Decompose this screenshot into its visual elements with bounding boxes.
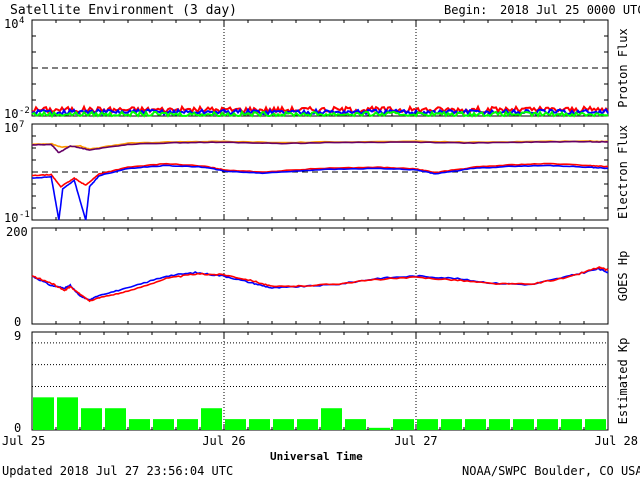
estimated_kp-bar xyxy=(369,427,390,430)
estimated_kp-bar xyxy=(465,419,486,430)
updated-text: Updated 2018 Jul 27 23:56:04 UTC xyxy=(2,464,233,478)
electron_flux-series-purple xyxy=(31,140,609,154)
begin-value: 2018 Jul 25 0000 UTC xyxy=(500,3,640,17)
electron_flux-series-red xyxy=(32,162,609,188)
estimated_kp-bar xyxy=(201,408,222,430)
estimated_kp-bar xyxy=(489,419,510,430)
proton_flux-series-red xyxy=(31,104,609,116)
goes_hp-y-tick-label: 200 xyxy=(6,225,28,239)
estimated_kp-bar xyxy=(225,419,246,430)
estimated_kp-bar xyxy=(321,408,342,430)
electron_flux-series-blue xyxy=(31,164,609,221)
estimated_kp-bar xyxy=(81,408,102,430)
estimated_kp-bar xyxy=(441,419,462,430)
chart-title: Satellite Environment (3 day) xyxy=(10,3,237,18)
estimated_kp-bar xyxy=(585,419,606,430)
goes_hp-series-red xyxy=(31,265,609,303)
proton_flux-y-tick-exp: -2 xyxy=(19,106,30,116)
x-axis-tick-label: Jul 25 xyxy=(2,434,45,448)
x-axis-tick-label: Jul 27 xyxy=(394,434,437,448)
estimated_kp-bar xyxy=(153,419,174,430)
proton_flux-frame xyxy=(31,19,609,117)
begin-label: Begin: xyxy=(444,3,487,17)
proton_flux-y-label: Proton Flux xyxy=(616,28,630,107)
goes_hp-y-tick-label: 0 xyxy=(14,315,21,329)
electron_flux-y-tick-exp: -1 xyxy=(19,210,30,220)
estimated_kp-bar xyxy=(537,419,558,430)
electron_flux-y-tick-exp: 7 xyxy=(19,120,24,130)
estimated_kp-bar xyxy=(273,419,294,430)
estimated_kp-bar xyxy=(177,419,198,430)
estimated_kp-bar xyxy=(129,419,150,430)
estimated_kp-bar xyxy=(561,419,582,430)
x-axis-tick-label: Jul 26 xyxy=(202,434,245,448)
x-axis-tick-label: Jul 28 xyxy=(595,434,638,448)
goes_hp-y-label: GOES Hp xyxy=(616,251,630,302)
estimated_kp-bar xyxy=(393,419,414,430)
proton_flux-y-tick-label: 10 xyxy=(4,107,18,121)
estimated_kp-bar xyxy=(249,419,270,430)
x-axis-label: Universal Time xyxy=(270,450,363,463)
goes_hp-frame xyxy=(31,227,609,325)
estimated_kp-bar xyxy=(513,419,534,430)
estimated_kp-bar xyxy=(345,419,366,430)
electron_flux-y-tick-label: 10 xyxy=(4,211,18,225)
credit-text: NOAA/SWPC Boulder, CO USA xyxy=(462,464,640,478)
estimated_kp-y-label: Estimated Kp xyxy=(616,338,630,425)
estimated_kp-bar xyxy=(417,419,438,430)
estimated_kp-y-tick-label: 9 xyxy=(14,329,21,343)
proton_flux-series-blue xyxy=(31,107,609,117)
electron_flux-frame xyxy=(31,123,609,221)
estimated_kp-y-tick-label: 0 xyxy=(14,421,21,435)
estimated_kp-bar xyxy=(33,397,54,430)
electron_flux-y-tick-label: 10 xyxy=(4,121,18,135)
proton_flux-series-green xyxy=(31,109,609,118)
estimated_kp-bar xyxy=(105,408,126,430)
proton_flux-y-tick-exp: 4 xyxy=(19,16,24,26)
estimated_kp-bar xyxy=(297,419,318,430)
proton_flux-y-tick-label: 10 xyxy=(4,17,18,31)
estimated_kp-bar xyxy=(57,397,78,430)
electron_flux-y-label: Electron Flux xyxy=(616,125,630,219)
